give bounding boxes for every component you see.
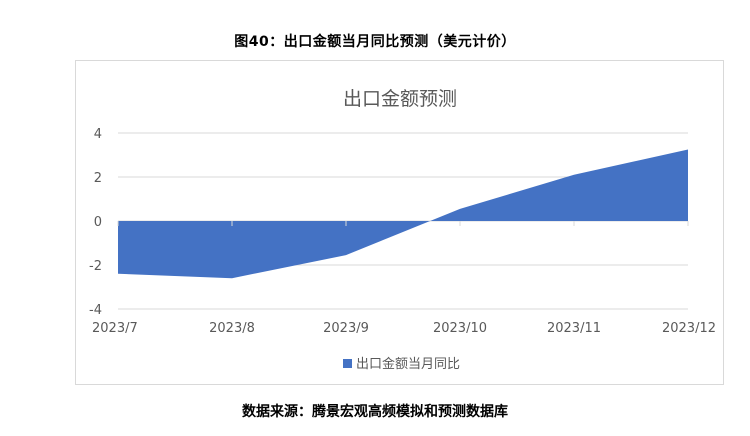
source-note: 数据来源：腾景宏观高频模拟和预测数据库 [242, 404, 508, 420]
y-tick-label: -4 [89, 303, 102, 318]
y-axis-ticks: 4 2 0 -2 -4 [89, 127, 102, 318]
x-tick-label: 2023/10 [433, 321, 487, 336]
x-axis-ticks: 2023/7 2023/8 2023/9 2023/10 2023/11 2023/12 [92, 221, 716, 336]
y-tick-label: 0 [94, 215, 102, 230]
x-tick-label: 2023/12 [662, 321, 716, 336]
chart-frame: 出口金额预测 4 2 0 -2 -4 2023/7 2023/8 2023/9 2023/10… [75, 60, 724, 385]
series-area [118, 149, 688, 279]
y-tick-label: 4 [94, 127, 102, 142]
chart-title: 出口金额预测 [343, 88, 457, 110]
area-chart: 出口金额预测 4 2 0 -2 -4 2023/7 2023/8 2023/9 2023/10… [89, 88, 716, 372]
x-tick-label: 2023/7 [92, 321, 138, 336]
legend-swatch [343, 359, 352, 368]
y-tick-label: -2 [89, 259, 102, 274]
x-tick-label: 2023/8 [209, 321, 255, 336]
series-area-layer [117, 149, 689, 279]
legend-label: 出口金额当月同比 [356, 356, 460, 372]
figure-caption: 图40：出口金额当月同比预测（美元计价） [234, 34, 516, 50]
x-tick-label: 2023/9 [323, 321, 369, 336]
x-tick-label: 2023/11 [547, 321, 601, 336]
y-tick-label: 2 [94, 171, 102, 186]
legend: 出口金额当月同比 [343, 356, 460, 372]
